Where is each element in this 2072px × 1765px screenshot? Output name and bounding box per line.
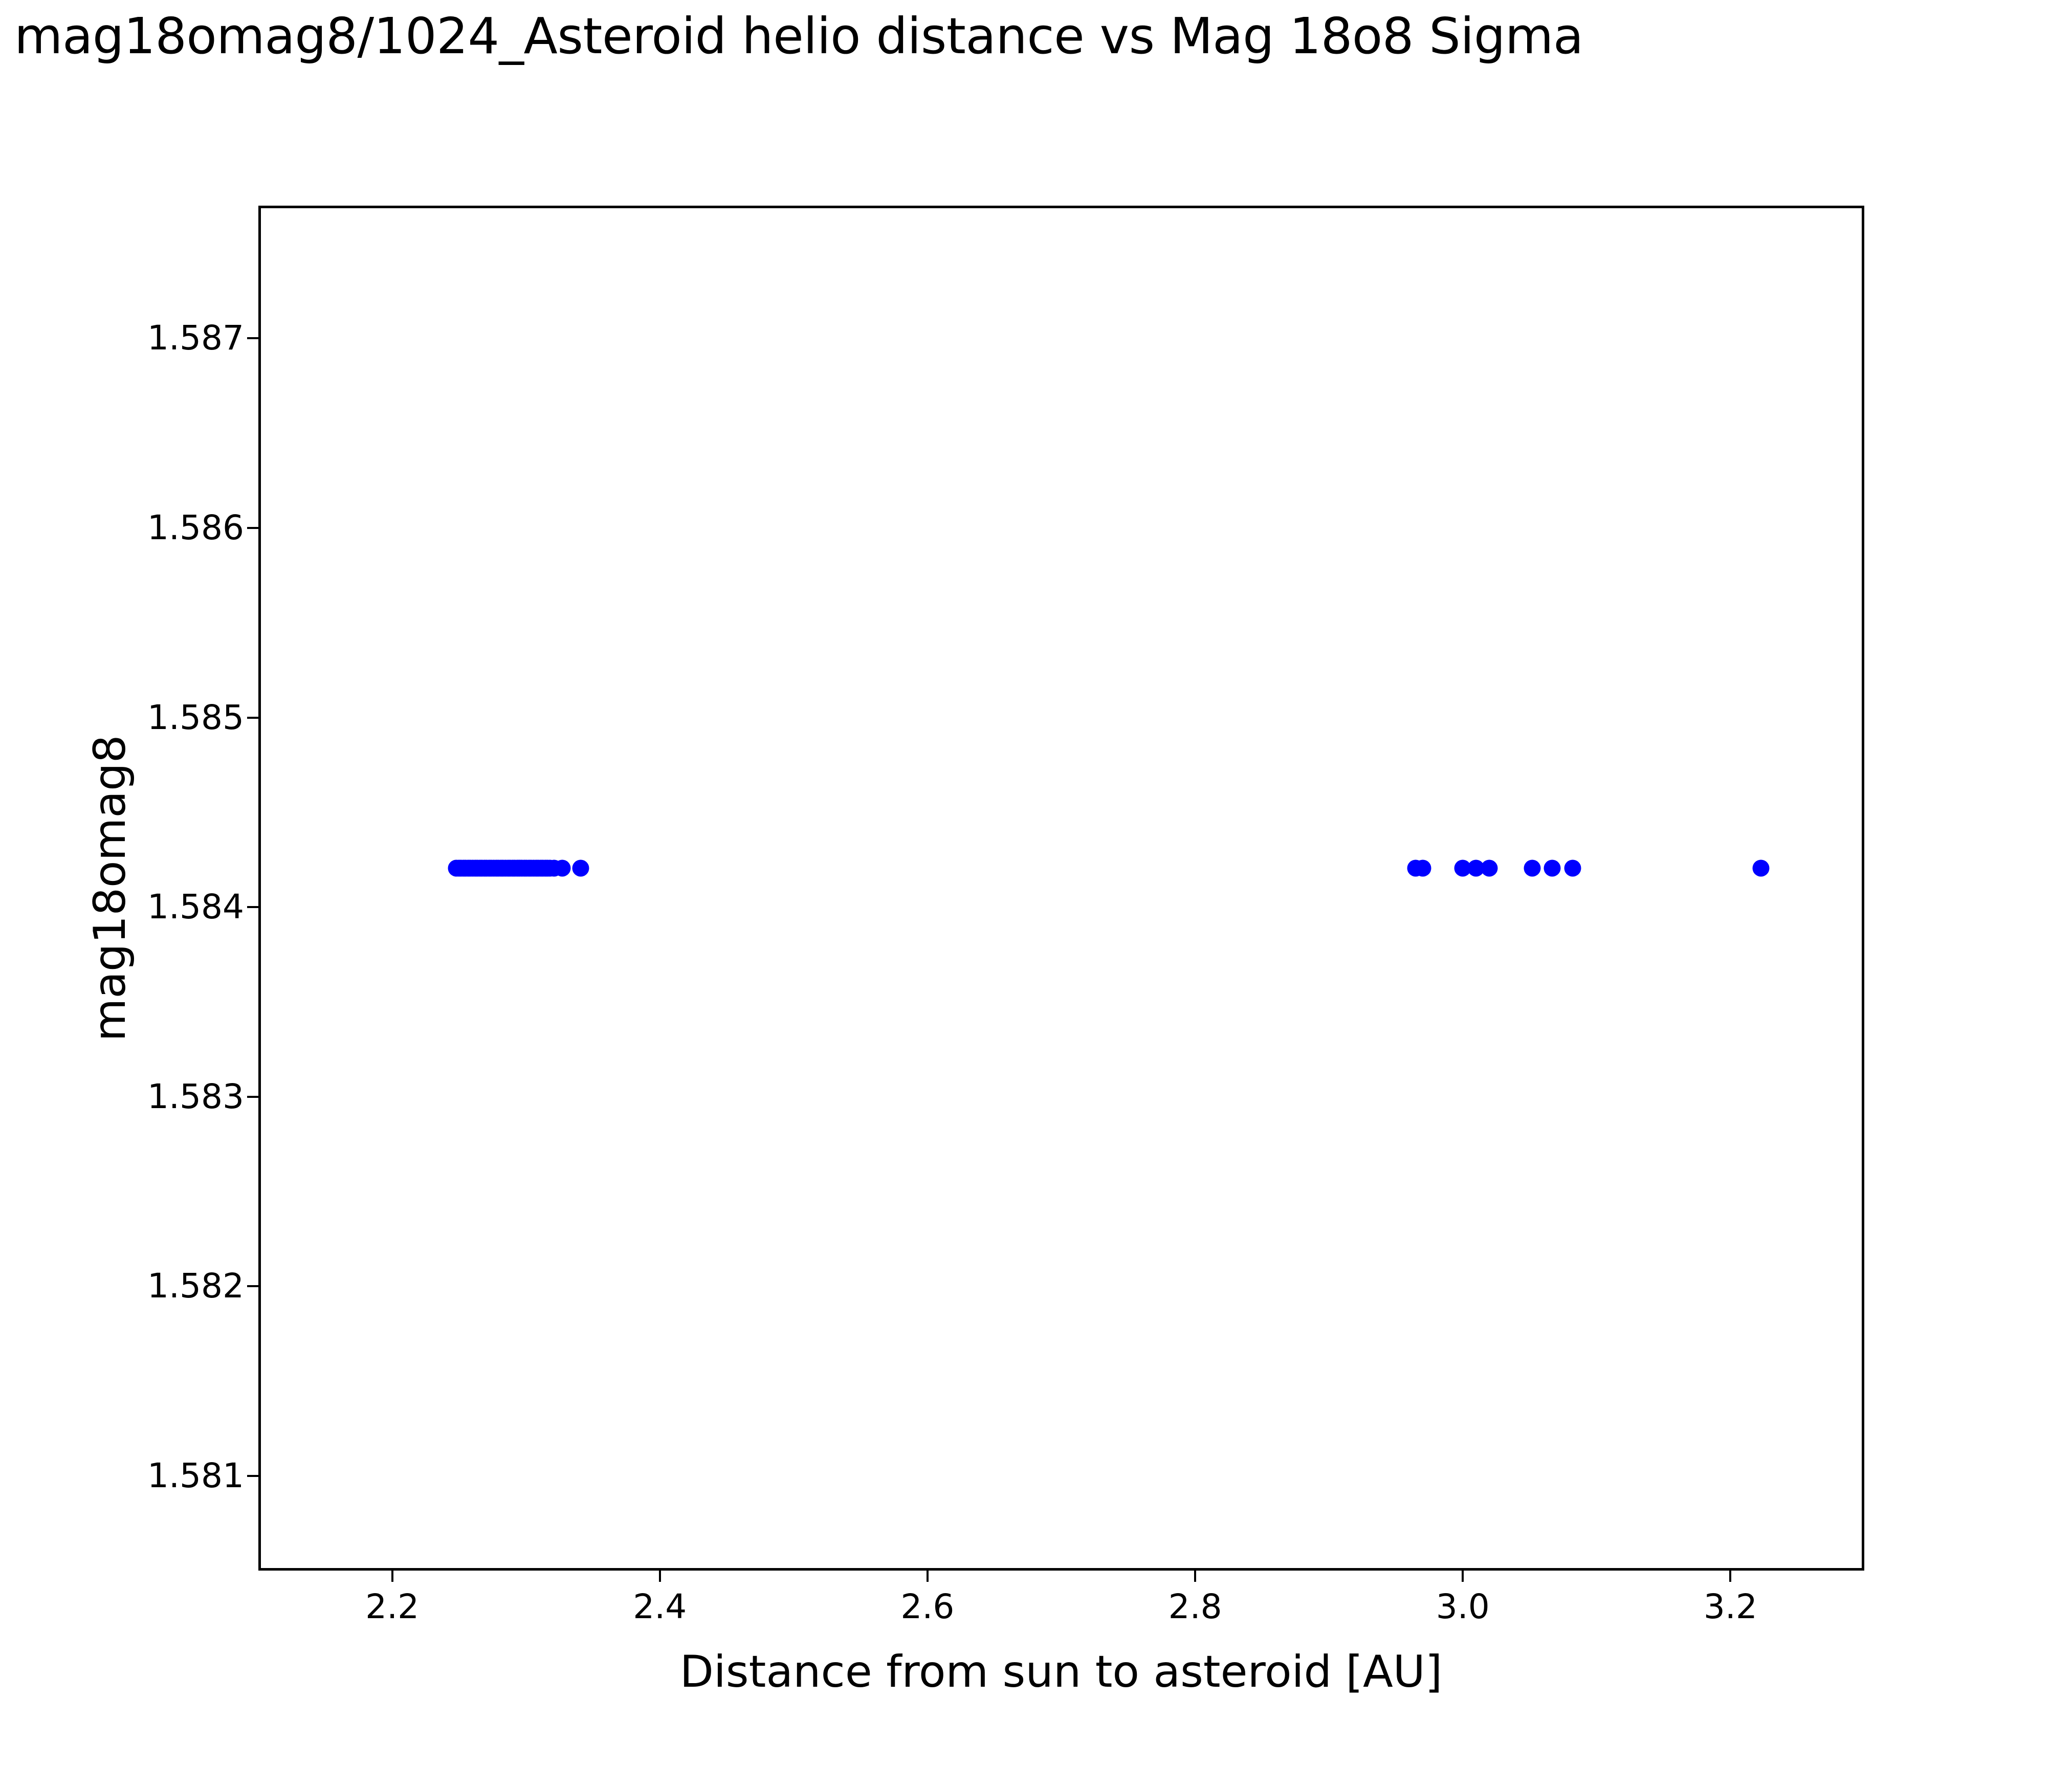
x-axis-tick-mark <box>1462 1571 1464 1582</box>
scatter-point <box>1414 859 1431 877</box>
y-axis-tick-label: 1.582 <box>147 1266 244 1306</box>
x-axis-tick-label: 2.6 <box>900 1587 955 1626</box>
plot-frame <box>258 206 1864 1571</box>
x-axis-tick-mark <box>658 1571 661 1582</box>
y-axis-tick-mark <box>247 1474 258 1477</box>
x-axis-tick-label: 2.8 <box>1168 1587 1222 1626</box>
y-axis-tick-label: 1.587 <box>147 318 244 358</box>
x-axis-tick-label: 2.2 <box>365 1587 420 1626</box>
scatter-point <box>1544 859 1561 877</box>
y-axis-tick-label: 1.584 <box>147 887 244 927</box>
scatter-point <box>1524 859 1541 877</box>
scatter-point <box>1564 859 1581 877</box>
x-axis-tick-label: 3.2 <box>1703 1587 1757 1626</box>
scatter-point <box>572 859 589 877</box>
x-axis-tick-mark <box>926 1571 929 1582</box>
y-axis-tick-mark <box>247 337 258 340</box>
x-axis-tick-label: 3.0 <box>1436 1587 1490 1626</box>
chart-title: mag18omag8/1024_Asteroid helio distance … <box>14 7 1583 65</box>
y-axis-tick-mark <box>247 1285 258 1288</box>
scatter-point <box>1481 859 1498 877</box>
scatter-point <box>554 859 571 877</box>
plot-area <box>261 208 1862 1568</box>
x-axis-tick-mark <box>1729 1571 1732 1582</box>
y-axis-tick-label: 1.581 <box>147 1455 244 1495</box>
y-axis-tick-mark <box>247 1095 258 1098</box>
y-axis-label: mag18omag8 <box>84 735 136 1042</box>
y-axis-tick-mark <box>247 716 258 719</box>
x-axis-label: Distance from sun to asteroid [AU] <box>679 1646 1443 1697</box>
x-axis-tick-label: 2.4 <box>633 1587 687 1626</box>
scatter-point <box>1752 859 1770 877</box>
y-axis-tick-label: 1.586 <box>147 508 244 547</box>
y-axis-tick-mark <box>247 526 258 529</box>
x-axis-tick-mark <box>1194 1571 1197 1582</box>
y-axis-tick-mark <box>247 906 258 909</box>
y-axis-tick-label: 1.585 <box>147 697 244 737</box>
y-axis-tick-label: 1.583 <box>147 1076 244 1116</box>
x-axis-tick-mark <box>391 1571 393 1582</box>
